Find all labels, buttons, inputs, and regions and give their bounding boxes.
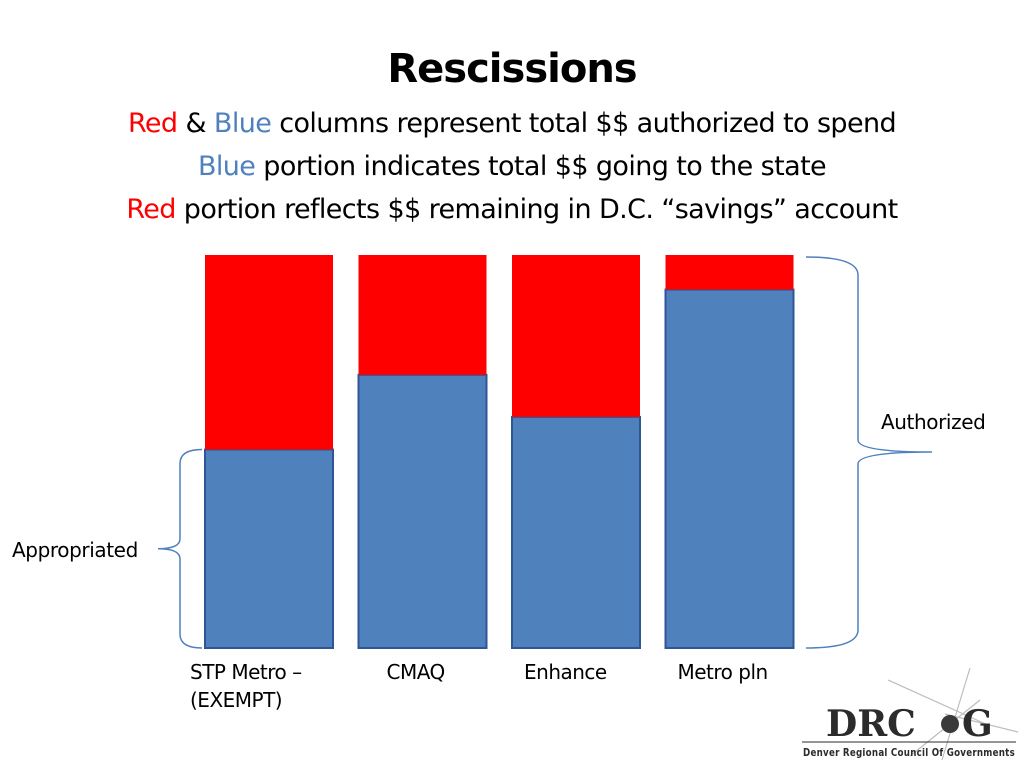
logo-letters-left: DRC: [826, 703, 916, 745]
bar-blue-2: [357, 373, 488, 649]
bar-red-1: [205, 255, 333, 450]
line1-text: columns represent total $$ authorized to…: [271, 108, 897, 139]
red-word: Red: [127, 108, 178, 139]
logo-tagline: Denver Regional Council Of Governments: [803, 747, 1015, 759]
line2-text: portion indicates total $$ going to the …: [255, 151, 827, 182]
category-label: Metro pln: [677, 660, 769, 684]
bar-blue-4: [664, 288, 795, 649]
subtitle-line-3: Red portion reflects $$ remaining in D.C…: [0, 194, 1024, 225]
appropriated-label: Appropriated: [12, 538, 138, 562]
subtitle-line-2: Blue portion indicates total $$ going to…: [0, 151, 1024, 182]
category-label: STP Metro – (EXEMPT): [190, 660, 302, 712]
category-label: Enhance: [524, 660, 607, 684]
blue-word: Blue: [197, 151, 256, 182]
appropriated-brace: [157, 448, 203, 649]
blue-word: Blue: [213, 108, 272, 139]
bar-blue-1: [204, 448, 334, 649]
bar-red-2: [358, 255, 487, 375]
subtitle-line-1: Red & Blue columns represent total $$ au…: [0, 108, 1024, 139]
bars-group: [204, 255, 795, 649]
drcog-logo: DRC G Denver Regional Council Of Governm…: [802, 667, 1019, 761]
ampersand: &: [177, 108, 214, 139]
logo-globe: [941, 715, 959, 733]
red-word: Red: [126, 194, 176, 225]
authorized-label: Authorized: [881, 410, 986, 434]
logo-letter-right: G: [962, 703, 993, 745]
bar-blue-3: [511, 415, 641, 649]
slide-title: Rescissions: [387, 46, 637, 92]
line3-text: portion reflects $$ remaining in D.C. “s…: [175, 194, 898, 225]
category-label: CMAQ: [386, 660, 446, 684]
authorized-brace: [805, 256, 933, 649]
bar-red-3: [512, 255, 640, 417]
bar-red-4: [665, 255, 794, 290]
